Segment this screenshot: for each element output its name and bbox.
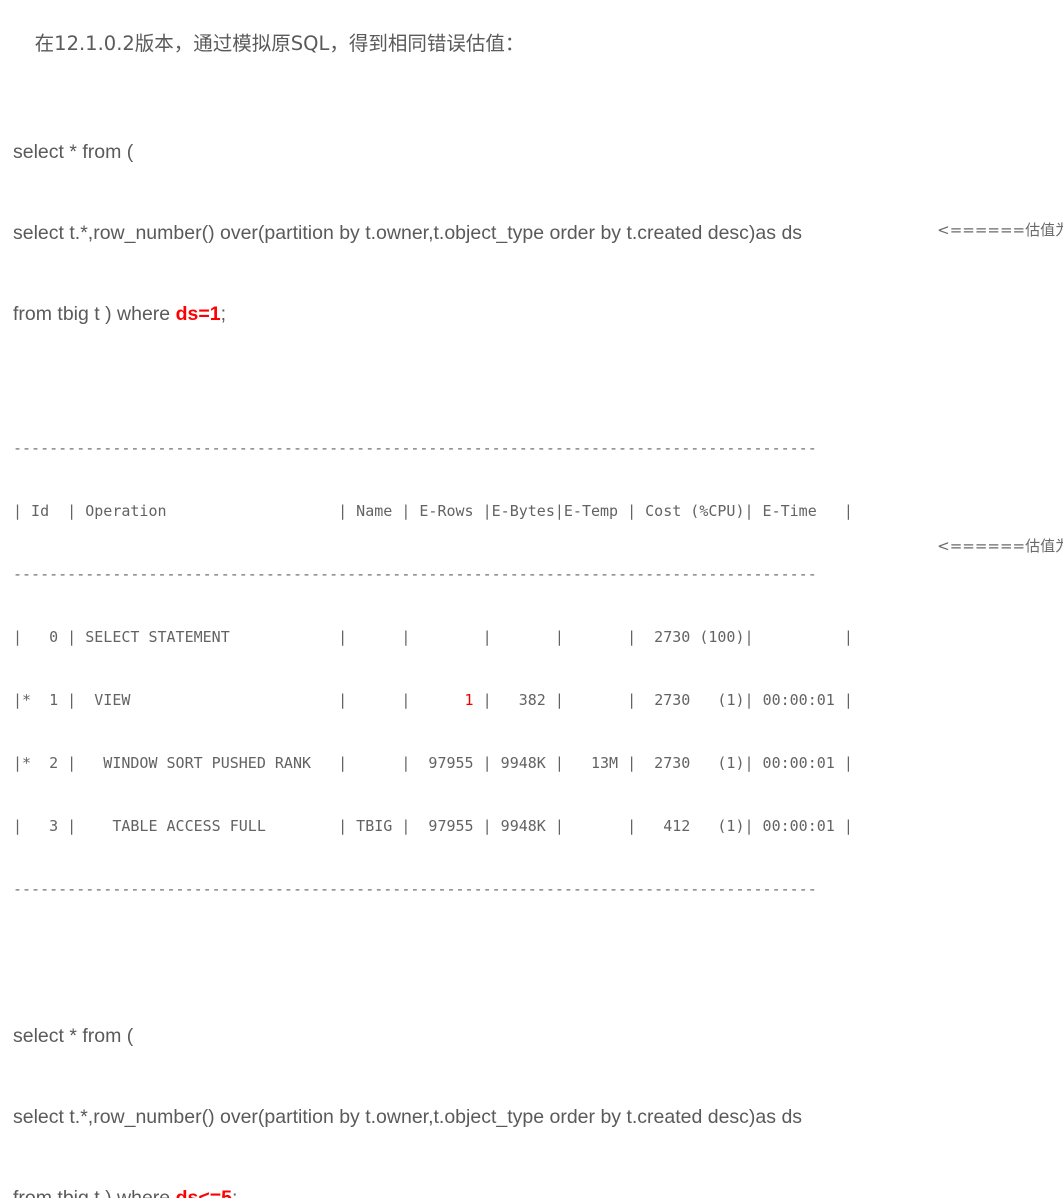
plan-row: |* 2 | WINDOW SORT PUSHED RANK | | 97955… xyxy=(13,753,1063,774)
plan-top-rule: ----------------------------------------… xyxy=(13,439,817,457)
sql-line-with-predicate: from tbig t ) where ds=1; xyxy=(13,301,1063,328)
sql-line-with-predicate: from tbig t ) where ds<=5; xyxy=(13,1185,1063,1198)
plan-row-pre: | 3 | TABLE ACCESS FULL | TBIG | 97955 |… xyxy=(13,817,853,835)
plan-row-estimate: 1 xyxy=(464,691,474,709)
sql-line-prefix: from tbig t ) where xyxy=(13,1187,176,1198)
intro-heading-text: 在12.1.0.2版本，通过模拟原SQL，得到相同错误估值： xyxy=(34,32,525,55)
sql-line-prefix: from tbig t ) where xyxy=(13,303,176,325)
sql-line: select * from ( xyxy=(13,141,134,163)
plan-row-post: | 382 | | 2730 (1)| 00:00:01 | xyxy=(473,691,853,709)
spacer xyxy=(0,382,1063,396)
sql-query-2: select * from ( select t.*,row_number() … xyxy=(0,969,1063,1198)
spacer xyxy=(0,942,1063,969)
intro-heading: 在12.1.0.2版本，通过模拟原SQL，得到相同错误估值： xyxy=(0,0,1063,85)
plan-row-pre: |* 2 | WINDOW SORT PUSHED RANK | | 97955… xyxy=(13,754,853,772)
plan-header-row: | Id | Operation | Name | E-Rows |E-Byte… xyxy=(13,502,853,520)
sql-terminator: ; xyxy=(220,303,226,325)
predicate-highlight: ds<=5 xyxy=(175,1187,232,1198)
sql-line: select * from ( xyxy=(13,1025,134,1047)
plan-row: | 3 | TABLE ACCESS FULL | TBIG | 97955 |… xyxy=(13,816,1063,837)
plan-bottom-rule: ----------------------------------------… xyxy=(13,880,817,898)
plan-1-annotation-text: <======估值为1 xyxy=(937,221,1063,239)
sql-line: select t.*,row_number() over(partition b… xyxy=(13,1106,803,1128)
predicate-highlight: ds=1 xyxy=(175,303,221,325)
plan-2-annotation: <======估值为5 xyxy=(901,515,1063,578)
plan-row-pre: | 0 | SELECT STATEMENT | | | | | 2730 (1… xyxy=(13,628,853,646)
sql-line: select t.*,row_number() over(partition b… xyxy=(13,222,803,244)
plan-row-pre: |* 1 | VIEW | | xyxy=(13,691,465,709)
sql-query-1: select * from ( select t.*,row_number() … xyxy=(0,85,1063,382)
plan-1-annotation: <======估值为1 xyxy=(901,199,1063,262)
sql-terminator: ; xyxy=(231,1187,238,1198)
execution-plan-1: ----------------------------------------… xyxy=(0,396,1063,942)
plan-mid-rule: ----------------------------------------… xyxy=(13,565,817,583)
plan-row: |* 1 | VIEW | | 1 | 382 | | 2730 (1)| 00… xyxy=(13,690,1063,711)
plan-row: | 0 | SELECT STATEMENT | | | | | 2730 (1… xyxy=(13,627,1063,648)
plan-2-annotation-text: <======估值为5 xyxy=(937,537,1063,555)
